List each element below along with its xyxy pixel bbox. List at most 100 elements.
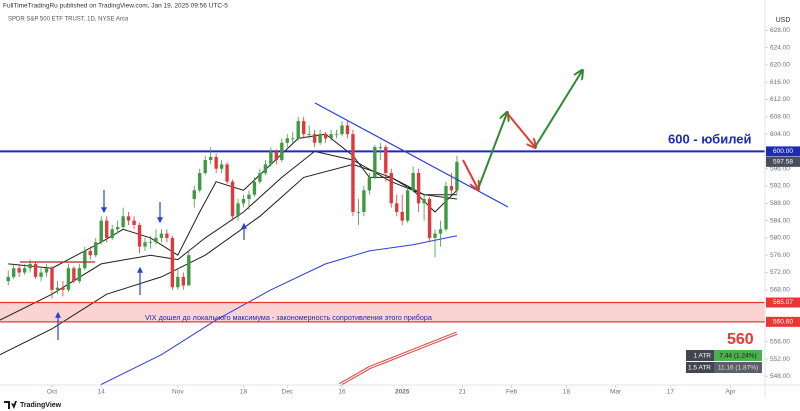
y-tick-label: 612.00 xyxy=(770,96,790,103)
y-tick-label: 604.00 xyxy=(770,131,790,138)
level-label: 565.07 xyxy=(773,299,793,306)
level-label: 600.00 xyxy=(773,148,793,155)
x-tick-label: Nov xyxy=(172,389,184,396)
candle-body xyxy=(208,157,213,161)
candle-body xyxy=(225,164,229,182)
y-tick-label: 592.00 xyxy=(770,183,790,190)
atr-cell xyxy=(714,350,762,361)
level-label-box xyxy=(766,297,800,308)
candle-body xyxy=(55,287,60,290)
ma-line xyxy=(99,235,458,386)
y-tick-label: 624.00 xyxy=(770,44,790,51)
candle-body xyxy=(17,268,21,273)
candle-body xyxy=(28,263,32,269)
candle-body xyxy=(66,268,71,290)
candle-body xyxy=(88,250,92,256)
y-tick-label: 572.00 xyxy=(770,269,790,276)
trend-line xyxy=(314,102,509,208)
candle-body xyxy=(137,224,142,247)
atr-cell xyxy=(686,362,714,373)
y-tick-label: 576.00 xyxy=(770,252,790,259)
candle-body xyxy=(94,242,98,256)
vix-note: VIX дошел до локального максимума - зако… xyxy=(145,313,432,322)
candle-body xyxy=(263,164,268,174)
level-label-box xyxy=(766,146,800,157)
candle-body xyxy=(422,198,426,204)
level-label: 560.60 xyxy=(773,319,793,326)
candle-body xyxy=(296,121,300,139)
candle-body xyxy=(444,186,448,230)
candle-body xyxy=(33,263,38,277)
candle-body xyxy=(449,186,454,191)
candle-body xyxy=(405,190,410,221)
candle-body xyxy=(154,237,158,243)
atr-cell xyxy=(686,350,714,361)
ma-line xyxy=(339,331,458,386)
drawings xyxy=(20,71,582,340)
candle-body xyxy=(214,157,218,169)
candle-body xyxy=(340,125,344,135)
candle-body xyxy=(187,255,191,286)
level-label-box xyxy=(766,316,800,327)
arrow-green xyxy=(477,113,507,190)
arrow-green xyxy=(534,71,582,148)
candle-body xyxy=(77,268,82,282)
x-tick-label: Feb xyxy=(506,389,518,396)
candle-body xyxy=(323,134,328,139)
candle-body xyxy=(334,134,339,135)
x-tick-label: 18 xyxy=(240,389,248,396)
x-tick-label: 2025 xyxy=(395,389,410,396)
candle-body xyxy=(378,147,383,148)
candle-body xyxy=(192,190,196,199)
candle-body xyxy=(230,181,235,217)
atr-value: 7.44 (1.24%) xyxy=(719,353,756,360)
candle-body xyxy=(247,194,251,199)
atr-table: 1 ATR 7.44 (1.24%) 1.5 ATR 11.16 (1.87%) xyxy=(686,350,762,373)
candle-body xyxy=(170,237,175,288)
y-tick-label: 620.00 xyxy=(770,62,790,69)
candle-body xyxy=(291,138,295,140)
logo xyxy=(4,401,17,409)
candle-body xyxy=(83,250,87,269)
candle-body xyxy=(176,276,180,288)
last-price-box xyxy=(766,156,800,167)
candle-body xyxy=(416,173,421,204)
footer-text: TradingView xyxy=(20,402,62,409)
candle-body xyxy=(11,268,16,277)
candle-body xyxy=(148,242,153,244)
zone xyxy=(0,302,765,322)
y-tick-label: 548.00 xyxy=(770,373,790,380)
candle-body xyxy=(411,173,415,191)
candle-body xyxy=(159,233,164,238)
candle-body xyxy=(252,181,257,195)
candle-body xyxy=(389,173,393,204)
arrow-red xyxy=(462,159,478,189)
candle-body xyxy=(6,276,10,282)
x-tick-label: 14 xyxy=(98,389,106,396)
atr-value: 11.16 (1.87%) xyxy=(718,365,758,372)
candle-body xyxy=(50,268,54,290)
candle-body xyxy=(362,190,366,212)
candle-body xyxy=(61,287,65,290)
candle-body xyxy=(345,125,350,135)
candle-body xyxy=(312,134,317,143)
candle-body xyxy=(356,211,361,213)
atr-label: 1 ATR xyxy=(693,353,711,360)
candle-body xyxy=(132,220,136,225)
arrow-red xyxy=(506,112,535,147)
candle-body xyxy=(181,276,186,286)
candle-body xyxy=(455,161,459,191)
footer: TradingView xyxy=(4,401,62,409)
candle-body xyxy=(126,216,131,221)
candle-body xyxy=(373,147,377,178)
candle-body xyxy=(427,198,432,238)
x-tick-label: 16 xyxy=(338,389,346,396)
candle-body xyxy=(367,177,372,191)
candle-body xyxy=(22,268,27,273)
ma-line xyxy=(0,163,457,356)
candle-body xyxy=(269,151,273,165)
x-tick-label: Apr xyxy=(725,389,736,396)
chart-title: SPDR S&P 500 ETF TRUST, 1D, NYSE Arca xyxy=(8,17,129,23)
target-note: 560 xyxy=(727,331,754,348)
